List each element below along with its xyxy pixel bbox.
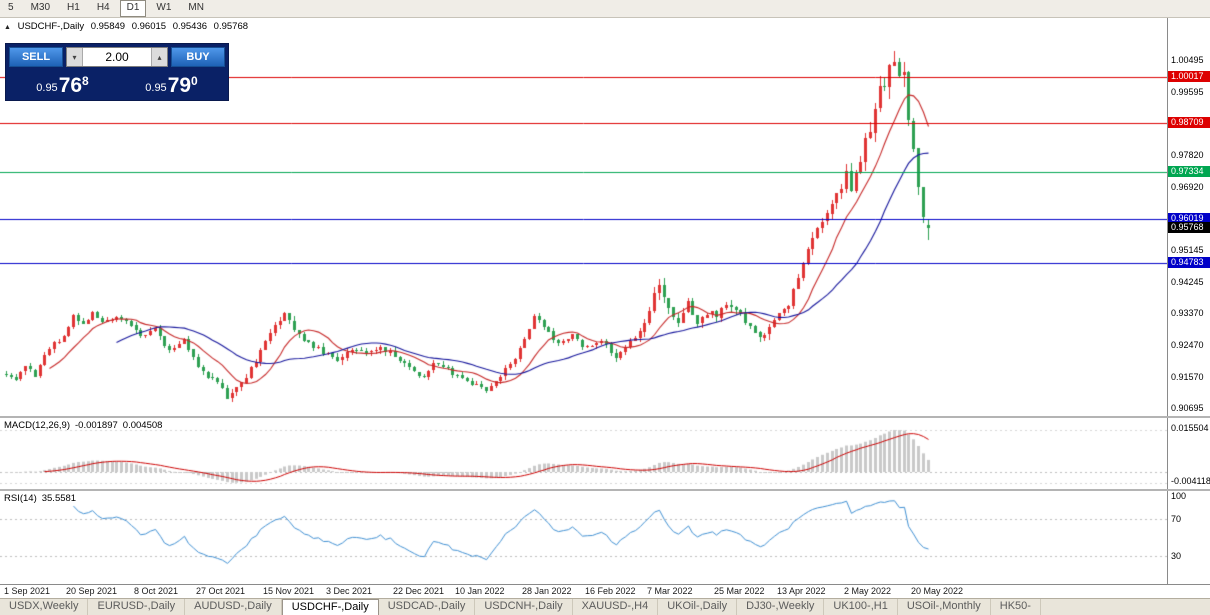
lot-increase-button[interactable]: ▴	[151, 48, 167, 66]
macd-label: MACD(12,26,9) -0.001897 0.004508	[4, 420, 167, 431]
macd-axis: 0.015504 -0.004118	[1167, 418, 1210, 489]
date-axis-label: 7 Mar 2022	[647, 586, 693, 596]
chart-tab-usdcnh-daily[interactable]: USDCNH-,Daily	[475, 599, 573, 615]
date-axis-label: 25 Mar 2022	[714, 586, 765, 596]
main-chart-plot: ▲ USDCHF-,Daily 0.95849 0.96015 0.95436 …	[0, 18, 1167, 416]
lot-decrease-button[interactable]: ▾	[67, 48, 83, 66]
chart-title: ▲ USDCHF-,Daily 0.95849 0.96015 0.95436 …	[4, 21, 252, 32]
date-axis-label: 16 Feb 2022	[585, 586, 636, 596]
chart-tab-uk100-h1[interactable]: UK100-,H1	[824, 599, 898, 615]
rsi-value: 35.5581	[41, 493, 77, 504]
hline-price-flag: 0.94783	[1168, 257, 1210, 268]
timeframe-button-5[interactable]: 5	[8, 2, 14, 13]
sell-price[interactable]: 0.95 76 8	[9, 69, 116, 97]
price-axis-tick: 0.95145	[1171, 245, 1204, 255]
macd-axis-min: -0.004118	[1171, 476, 1210, 486]
timeframe-button-mn[interactable]: MN	[188, 2, 204, 13]
timeframe-toolbar: 5 M30 H1 H4 D1 W1 MN	[0, 0, 1210, 18]
timeframe-button-h1[interactable]: H1	[67, 2, 80, 13]
sell-button[interactable]: SELL	[9, 47, 63, 67]
chart-tab-dj30-weekly[interactable]: DJ30-,Weekly	[737, 599, 825, 615]
date-axis-label: 27 Oct 2021	[196, 586, 246, 596]
rsi-axis-level: 100	[1171, 491, 1187, 501]
hline-price-flag: 0.98709	[1168, 117, 1210, 128]
chart-tab-bar: USDX,Weekly EURUSD-,Daily AUDUSD-,Daily USD…	[0, 598, 1210, 615]
ohlc-low: 0.95436	[172, 21, 208, 32]
date-axis-label: 28 Jan 2022	[522, 586, 572, 596]
date-axis-label: 10 Jan 2022	[455, 586, 505, 596]
main-chart-panel: ▲ USDCHF-,Daily 0.95849 0.96015 0.95436 …	[0, 18, 1210, 416]
ohlc-high: 0.96015	[131, 21, 167, 32]
buy-price-pipette: 0	[191, 74, 198, 88]
price-axis-tick: 0.94245	[1171, 277, 1204, 287]
one-click-panel-toggle-icon[interactable]: ▲	[4, 24, 11, 31]
rsi-name: RSI(14)	[4, 493, 37, 504]
rsi-axis: 100 70 30	[1167, 491, 1210, 584]
chart-symbol-period: USDCHF-,Daily	[17, 21, 85, 32]
buy-button[interactable]: BUY	[171, 47, 225, 67]
macd-signal-value: 0.004508	[122, 420, 163, 431]
price-axis-tick: 0.91570	[1171, 372, 1204, 382]
one-click-trading-panel: SELL ▾ 2.00 ▴ BUY 0.95 76 8 0.95 79 0	[6, 44, 228, 100]
macd-plot: MACD(12,26,9) -0.001897 0.004508	[0, 418, 1167, 489]
date-axis-label: 20 Sep 2021	[66, 586, 118, 596]
chart-tab-eurusd-daily[interactable]: EURUSD-,Daily	[88, 599, 186, 615]
chart-tab-usdx-weekly[interactable]: USDX,Weekly	[0, 599, 89, 615]
chart-tab-usdcad-daily[interactable]: USDCAD-,Daily	[379, 599, 476, 615]
price-axis-tick: 0.92470	[1171, 340, 1204, 350]
hline-price-flag: 1.00017	[1168, 71, 1210, 82]
chart-tab-xauusd-h4[interactable]: XAUUSD-,H4	[573, 599, 659, 615]
price-axis-tick: 0.99595	[1171, 87, 1204, 97]
buy-price-prefix: 0.95	[145, 81, 167, 94]
sell-price-prefix: 0.95	[36, 81, 58, 94]
macd-name: MACD(12,26,9)	[4, 420, 70, 431]
timeframe-button-h4[interactable]: H4	[96, 2, 110, 13]
chart-tab-ukoil-daily[interactable]: UKOil-,Daily	[658, 599, 738, 615]
chart-tab-hk50[interactable]: HK50-	[991, 599, 1041, 615]
chart-tab-usdchf-daily[interactable]: USDCHF-,Daily	[281, 599, 379, 615]
hline-price-flag: 0.97334	[1168, 166, 1210, 177]
macd-main-value: -0.001897	[75, 420, 118, 431]
ohlc-close: 0.95768	[213, 21, 249, 32]
current-price-flag: 0.95768	[1168, 222, 1210, 233]
lot-size-control[interactable]: ▾ 2.00 ▴	[66, 47, 168, 67]
chart-tab-audusd-daily[interactable]: AUDUSD-,Daily	[185, 599, 282, 615]
rsi-canvas[interactable]	[0, 491, 1167, 584]
rsi-plot: RSI(14) 35.5581	[0, 491, 1167, 584]
price-axis-tick: 0.96920	[1171, 182, 1204, 192]
chart-tab-usoil-monthly[interactable]: USOil-,Monthly	[898, 599, 991, 615]
price-axis-tick: 1.00495	[1171, 55, 1204, 65]
rsi-axis-level: 70	[1171, 514, 1182, 524]
lot-size-value[interactable]: 2.00	[105, 50, 129, 64]
price-axis-tick: 0.97820	[1171, 150, 1204, 160]
sell-price-digits: 76	[58, 74, 83, 98]
buy-price[interactable]: 0.95 79 0	[118, 69, 225, 97]
date-axis-label: 3 Dec 2021	[326, 586, 373, 596]
date-axis-label: 8 Oct 2021	[134, 586, 179, 596]
sell-price-pipette: 8	[82, 74, 89, 88]
rsi-label: RSI(14) 35.5581	[4, 493, 81, 504]
rsi-panel: RSI(14) 35.5581 100 70 30	[0, 489, 1210, 584]
timeframe-button-w1[interactable]: W1	[156, 2, 172, 13]
timeframe-button-m30[interactable]: M30	[30, 2, 51, 13]
price-axis-tick: 0.90695	[1171, 403, 1204, 413]
macd-axis-max: 0.015504	[1171, 423, 1209, 433]
date-axis-label: 2 May 2022	[844, 586, 892, 596]
date-axis-label: 13 Apr 2022	[777, 586, 826, 596]
hline-price-flag: 0.96019	[1168, 213, 1210, 224]
ohlc-open: 0.95849	[90, 21, 126, 32]
rsi-axis-level: 30	[1171, 551, 1182, 561]
timeframe-button-d1[interactable]: D1	[119, 0, 147, 17]
buy-price-digits: 79	[167, 74, 192, 98]
date-axis-label: 1 Sep 2021	[4, 586, 51, 596]
price-axis-tick: 0.93370	[1171, 308, 1204, 318]
time-axis[interactable]: 1 Sep 2021 20 Sep 2021 8 Oct 2021 27 Oct 20…	[0, 584, 1210, 598]
date-axis-label: 22 Dec 2021	[393, 586, 445, 596]
price-axis[interactable]: 1.00495 0.99595 0.97820 0.96920 0.95145 0.942…	[1167, 18, 1210, 416]
macd-canvas[interactable]	[0, 418, 1167, 489]
date-axis-label: 20 May 2022	[911, 586, 964, 596]
date-axis-label: 15 Nov 2021	[263, 586, 315, 596]
macd-panel: MACD(12,26,9) -0.001897 0.004508 0.015504 …	[0, 416, 1210, 489]
